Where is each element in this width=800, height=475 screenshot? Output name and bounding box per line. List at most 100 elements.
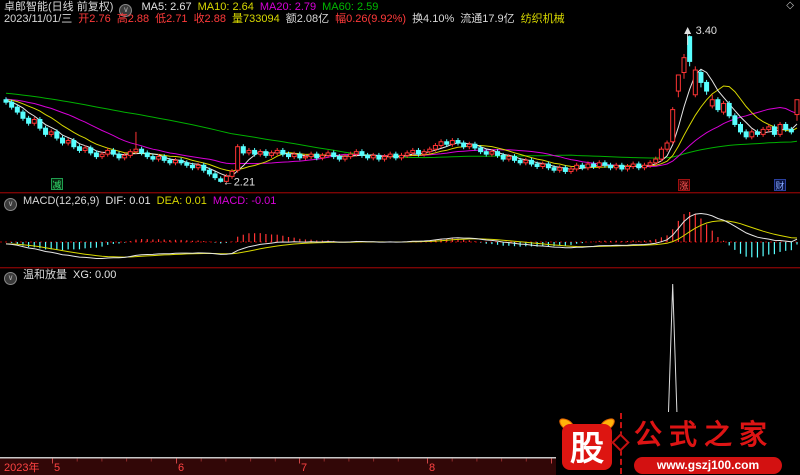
quote-bar: 2023/11/01/三 开2.76 高2.88 低2.71 收2.88 量733094 额… [4,13,800,25]
candle-body [325,152,331,156]
candle-body [500,154,506,160]
candle-body [641,164,647,169]
candle-body [619,164,625,170]
candle-body [743,131,749,138]
text-segment: MACD(12,26,9) [23,195,100,207]
candle-body [517,159,523,164]
week-tick [126,458,128,462]
candle-body [421,151,427,155]
candle-body [331,152,337,158]
candle-body [31,119,37,124]
candle-body [167,159,173,164]
text-segment: 开2.76 [78,13,111,25]
candle-body [387,153,393,158]
candle-body [613,164,619,169]
candle-body [365,154,371,159]
candle-body [670,109,676,143]
candle-body [9,101,15,108]
text-segment: 低2.71 [155,13,188,25]
event-marker-财[interactable]: 财 [774,179,787,191]
macd-legend: MACD(12,26,9) DIF: 0.01 DEA: 0.01 MACD: -0.… [23,195,282,207]
collapse-xg-icon[interactable]: ∨ [4,272,17,285]
axis-label: 2023年 [4,460,39,474]
candle-body [585,163,591,169]
candle-body [184,162,190,166]
week-tick [76,458,78,462]
candle-body [393,153,399,159]
candle-body [297,153,303,159]
candle-body [788,128,794,133]
candle-body [698,72,704,83]
panel-separator [0,267,800,269]
candle-body [178,159,184,164]
candle-body [625,166,630,170]
text-segment: 幅0.26(9.92%) [335,13,407,25]
candle-body [455,140,461,144]
candle-body [353,151,359,155]
candle-body [54,131,60,139]
month-tick [299,458,300,464]
xg-spike [666,283,679,457]
candle-body [229,170,235,177]
axis-label: 8 [429,462,435,474]
candle-body [461,142,467,148]
candle-body [60,137,65,144]
candle-body [534,163,540,168]
collapse-main-icon[interactable]: ∨ [119,4,133,17]
event-marker-减[interactable]: 减 [50,178,63,190]
candle-body [246,149,252,154]
candle-body [195,164,201,169]
ma-legend: MA5: 2.67 MA10: 2.64 MA20: 2.79 MA60: 2.59 [141,1,384,13]
candle-body [93,152,99,158]
candle-body [647,162,653,166]
watermark-site-name: 公式之家 [634,420,775,451]
candle-body [551,167,557,171]
text-segment: 2023/11/01/三 [4,13,73,25]
candle-body [139,148,145,154]
corner-diamond-icon[interactable]: ◇ [786,0,794,11]
title-bar: 卓郎智能(日线 前复权) ∨ MA5: 2.67 MA10: 2.64 MA20: 2… [4,1,800,17]
candle-body [692,69,698,96]
collapse-macd-icon[interactable]: ∨ [4,198,17,211]
candle-body [302,156,308,159]
candle-body [286,153,291,158]
panel-separator [0,192,800,194]
candle-body [466,143,472,148]
candle-body [319,154,325,159]
candle-body [557,167,563,171]
candle-body [726,102,732,117]
low-annotation: ←2.21 [223,177,255,189]
candle-body [257,151,263,155]
candle-body [291,153,297,158]
candle-body [127,151,133,156]
candle-body [771,126,777,135]
candle-body [495,151,501,156]
candle-body [653,158,659,164]
candle-body [528,159,534,165]
candle-body [704,81,710,92]
candle-body [794,99,800,116]
week-tick [323,458,325,462]
text-segment: MA5: 2.67 [141,1,192,13]
candle-body [415,149,421,155]
candle-body [568,168,574,172]
month-tick [427,458,428,464]
candle-body [766,126,772,130]
candle-body [218,178,224,182]
axis-label: 7 [301,462,307,474]
event-marker-涨[interactable]: 涨 [678,179,690,191]
candle-body [201,164,207,171]
candle-body [263,151,269,156]
text-segment: 收2.88 [193,13,226,25]
text-segment: MACD: -0.01 [212,195,277,207]
text-segment: 换4.10% [412,13,455,25]
candle-body [223,175,229,182]
candle-body [658,148,664,160]
candle-body [738,123,743,133]
macd-header: ∨ MACD(12,26,9) DIF: 0.01 DEA: 0.01 MACD: -0… [4,195,800,211]
watermark-url: www.gszj100.com [634,457,782,474]
text-segment: DIF: 0.01 [105,195,151,207]
candle-body [715,99,721,111]
